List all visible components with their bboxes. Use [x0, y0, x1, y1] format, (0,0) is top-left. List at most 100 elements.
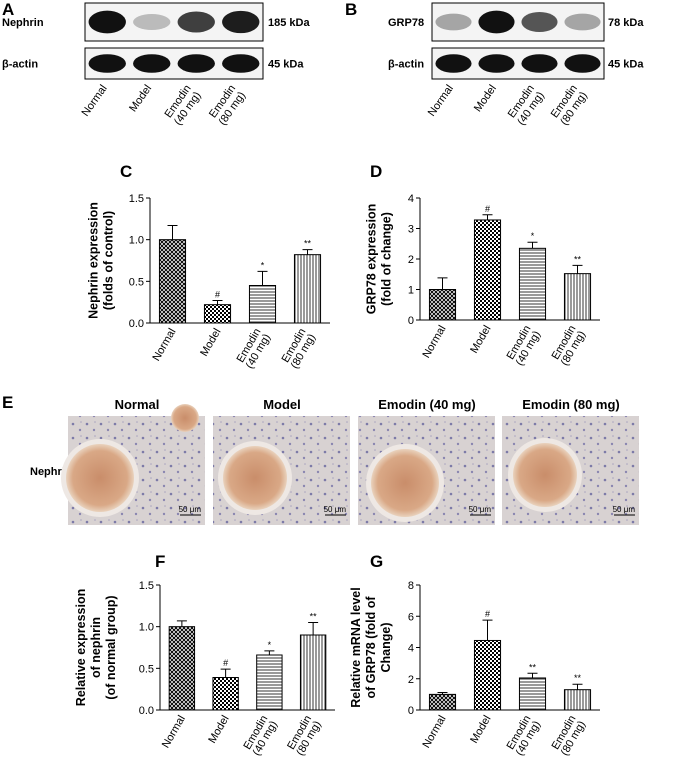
y-tick-label: 0.5 — [139, 663, 154, 675]
error-bar — [482, 214, 493, 220]
panel-letter: A — [2, 0, 14, 19]
y-tick-label: 0 — [408, 315, 414, 327]
text-line: (folds of control) — [102, 211, 116, 310]
error-bar — [572, 264, 583, 274]
significance-mark: * — [261, 260, 265, 270]
column-header: Normal — [115, 397, 160, 412]
x-tick-label: Emodin(40 mg) — [241, 714, 280, 758]
error-bar — [527, 672, 538, 678]
text-line: Relative expression — [74, 589, 88, 706]
blot-size: 45 kDa — [268, 59, 304, 71]
x-tick-label: Normal — [150, 327, 178, 364]
y-tick-label: 0 — [408, 705, 414, 717]
category-text: Emodin(80 mg) — [279, 327, 318, 371]
lane-label: Normal — [426, 83, 456, 119]
lane-label: Emodin(80 mg) — [207, 83, 248, 128]
x-tick-label: Emodin(80 mg) — [285, 714, 324, 758]
text-line: Model — [206, 714, 231, 746]
text-line: (fold of change) — [380, 212, 394, 306]
y-tick-label: 0.0 — [139, 705, 154, 717]
y-tick-label: 4 — [408, 643, 414, 655]
bar — [158, 239, 187, 324]
significance-mark: ** — [529, 662, 537, 672]
x-tick-label: Normal — [420, 324, 448, 361]
y-tick-label: 6 — [408, 611, 414, 623]
y-axis-title: Nephrin expression(folds of control) — [87, 202, 116, 319]
x-tick-label: Emodin(80 mg) — [279, 327, 319, 371]
category-text: Model — [468, 714, 493, 746]
significance-mark: # — [215, 290, 220, 300]
glomerulus — [371, 449, 439, 517]
blot-band — [435, 54, 472, 73]
column-header: Model — [263, 397, 301, 412]
blot-size: 185 kDa — [268, 17, 310, 29]
lane-text: Normal — [426, 83, 456, 119]
blot-label: β-actin — [2, 59, 38, 71]
x-tick-label: Model — [468, 714, 493, 746]
y-axis-title: Relative expressionof nephrin(of normal … — [74, 589, 118, 706]
error-bar — [302, 249, 313, 255]
y-tick-label: 8 — [408, 580, 414, 592]
error-bar — [308, 622, 319, 635]
x-tick-label: Emodin(80 mg) — [549, 714, 589, 758]
bar — [473, 639, 502, 711]
lane-text: Model — [127, 83, 154, 114]
x-tick-label: Emodin(40 mg) — [505, 714, 544, 758]
y-tick-label: 1.0 — [139, 622, 154, 634]
error-bar — [220, 668, 231, 678]
text-line: of GRP78 (fold of — [364, 596, 378, 699]
blot-frame — [431, 2, 605, 42]
lane-text: Emodin(40 mg) — [162, 83, 203, 128]
error-bar — [212, 300, 223, 305]
text-line: Model — [472, 83, 499, 114]
panel-letter: B — [345, 0, 357, 19]
y-axis-title: GRP78 expression(fold of change) — [365, 204, 394, 314]
blot-band — [222, 10, 260, 34]
panel-letter: F — [155, 552, 165, 571]
scale-bar-label: 50 μm — [613, 505, 636, 514]
y-tick-label: 1.5 — [139, 580, 154, 592]
error-bar — [572, 683, 583, 690]
y-tick-label: 3 — [408, 224, 414, 236]
glomerulus — [513, 443, 577, 507]
text-line: Change) — [379, 623, 393, 673]
lane-label: Model — [127, 83, 154, 114]
y-tick-label: 0.5 — [129, 276, 144, 288]
error-bar — [264, 650, 275, 655]
blot-band — [133, 14, 171, 30]
panel-letter: G — [370, 552, 383, 571]
blot-label: GRP78 — [388, 17, 424, 29]
category-text: Emodin(80 mg) — [549, 714, 588, 758]
category-text: Model — [468, 324, 493, 356]
glomerulus — [66, 444, 134, 512]
significance-mark: * — [268, 640, 272, 650]
error-bar — [527, 241, 538, 249]
text-line: Nephrin expression — [87, 202, 101, 319]
bar — [248, 285, 277, 324]
error-bar — [437, 692, 448, 695]
bar — [428, 693, 457, 711]
bar — [293, 254, 322, 324]
scale-bar-label: 50 μm — [469, 505, 492, 514]
blot-band — [177, 11, 215, 33]
x-tick-label: Emodin(40 mg) — [505, 324, 544, 368]
blot-band — [177, 54, 215, 73]
y-tick-label: 0.0 — [129, 318, 144, 330]
text-line: Normal — [420, 714, 448, 751]
category-text: Normal — [150, 327, 178, 364]
blot-band — [564, 13, 601, 31]
x-tick-label: Normal — [160, 714, 188, 751]
blot-size: 78 kDa — [608, 17, 644, 29]
blot-band — [478, 54, 515, 73]
error-bar — [167, 225, 178, 240]
blot-band — [222, 54, 260, 73]
bar — [256, 654, 283, 711]
lane-label: Emodin(80 mg) — [548, 83, 590, 128]
lane-text: Emodin(40 mg) — [505, 83, 546, 128]
error-bar — [437, 277, 448, 290]
text-line: Model — [127, 83, 154, 114]
lane-label: Emodin(40 mg) — [505, 83, 547, 128]
lane-text: Emodin(80 mg) — [548, 83, 589, 128]
bar — [518, 677, 547, 711]
